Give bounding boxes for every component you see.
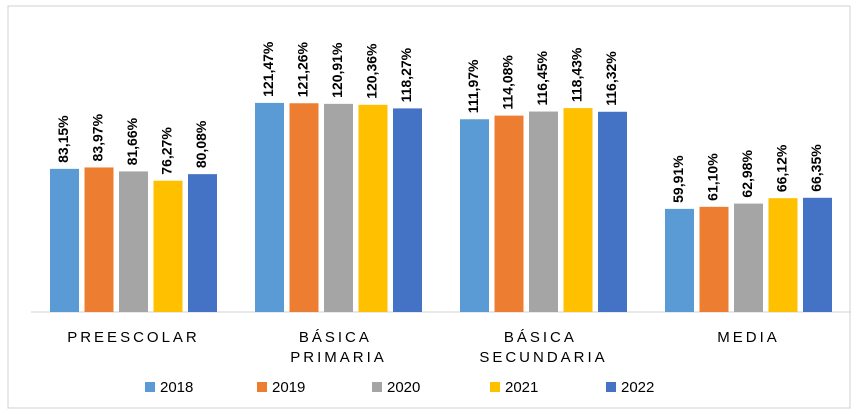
bar [598, 111, 627, 312]
value-label: 120,91% [329, 42, 345, 98]
value-label: 62,98% [739, 150, 755, 198]
value-label: 116,45% [534, 50, 550, 105]
bar [358, 104, 388, 312]
bar [529, 111, 558, 312]
bar [188, 174, 217, 312]
bar [665, 208, 694, 312]
value-label: 111,97% [465, 59, 481, 113]
value-label: 118,43% [569, 47, 585, 102]
bar [460, 119, 489, 312]
x-tick-label: BÁSICA SECUNDARIA [479, 329, 607, 366]
x-tick-label: BÁSICA PRIMARIA [290, 329, 387, 366]
value-label: 121,47% [260, 41, 276, 97]
legend-label: 2022 [621, 379, 654, 396]
bar [734, 203, 763, 312]
value-label: 66,35% [808, 144, 824, 192]
bar [255, 102, 284, 312]
value-label: 114,08% [500, 55, 516, 110]
legend-swatch [257, 382, 267, 392]
bar [768, 198, 798, 312]
x-tick-label: PREESCOLAR [67, 329, 200, 346]
bar [289, 103, 319, 312]
bar [803, 197, 832, 312]
legend-label: 2020 [387, 379, 420, 396]
bar [699, 206, 729, 312]
value-label: 121,26% [295, 41, 311, 97]
legend-label: 2018 [160, 379, 193, 396]
legend-label: 2019 [272, 379, 305, 396]
value-label: 61,10% [705, 153, 721, 201]
bar [494, 115, 524, 312]
bar [153, 180, 183, 312]
value-label: 120,36% [364, 43, 380, 99]
legend-label: 2021 [505, 379, 538, 396]
value-label: 116,32% [603, 51, 619, 106]
legend-swatch [606, 382, 616, 392]
value-label: 83,97% [90, 113, 106, 161]
legend-swatch [145, 382, 155, 392]
value-label: 118,27% [398, 47, 414, 102]
bar [119, 171, 148, 312]
bar [324, 103, 353, 313]
bar [50, 168, 79, 312]
value-label: 83,15% [55, 115, 71, 163]
legend-swatch [490, 382, 500, 392]
bar [563, 108, 593, 312]
value-label: 81,66% [124, 117, 140, 165]
value-label: 66,12% [774, 144, 790, 192]
value-label: 80,08% [193, 120, 209, 168]
bar [84, 167, 114, 312]
bar [393, 108, 422, 312]
x-tick-label: MEDIA [717, 329, 780, 346]
legend-swatch [372, 382, 382, 392]
value-label: 59,91% [670, 155, 686, 203]
value-label: 76,27% [159, 127, 175, 175]
